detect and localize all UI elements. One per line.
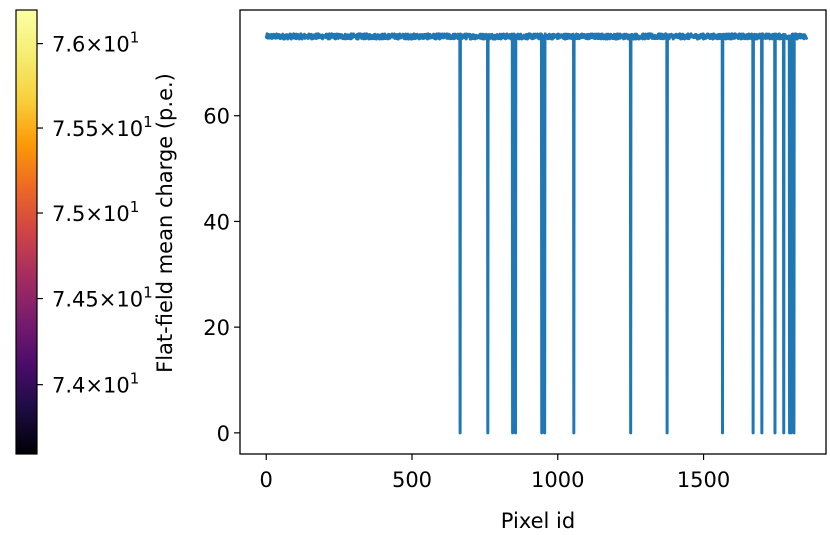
x-axis-label: Pixel id (501, 509, 575, 533)
x-tick-label: 1000 (531, 468, 584, 492)
colorbar-gradient (16, 10, 37, 454)
axes-frame (239, 9, 827, 455)
colorbar-tick-label: 7.55×101 (52, 113, 153, 141)
colorbar-ticks: 7.4×101 7.45×101 7.5×101 7.55×101 7.6×101 (37, 29, 153, 398)
data-series (264, 32, 809, 435)
series-line (264, 32, 809, 435)
x-tick-label: 500 (392, 468, 432, 492)
y-tick-label: 20 (203, 316, 230, 340)
y-axis-ticks: 0 20 40 60 (203, 105, 240, 446)
colorbar-tick-label: 7.4×101 (52, 370, 139, 398)
y-axis-label: Flat-field mean charge (p.e.) (153, 73, 177, 373)
x-axis-ticks: 0 500 1000 1500 (260, 454, 730, 492)
x-tick-label: 1500 (677, 468, 730, 492)
y-tick-label: 0 (217, 422, 230, 446)
colorbar-frame (15, 9, 38, 455)
y-tick-label: 40 (203, 210, 230, 234)
y-tick-label: 60 (203, 105, 230, 129)
colorbar-tick-label: 7.6×101 (52, 29, 139, 57)
colorbar-tick-label: 7.5×101 (52, 198, 139, 226)
colorbar-tick-label: 7.45×101 (52, 284, 153, 312)
colorbar: 7.4×101 7.45×101 7.5×101 7.55×101 7.6×101 (15, 9, 153, 455)
x-tick-label: 0 (260, 468, 273, 492)
main-axes: 0 500 1000 1500 0 20 40 60 Pixel id Flat-field… (153, 9, 827, 533)
